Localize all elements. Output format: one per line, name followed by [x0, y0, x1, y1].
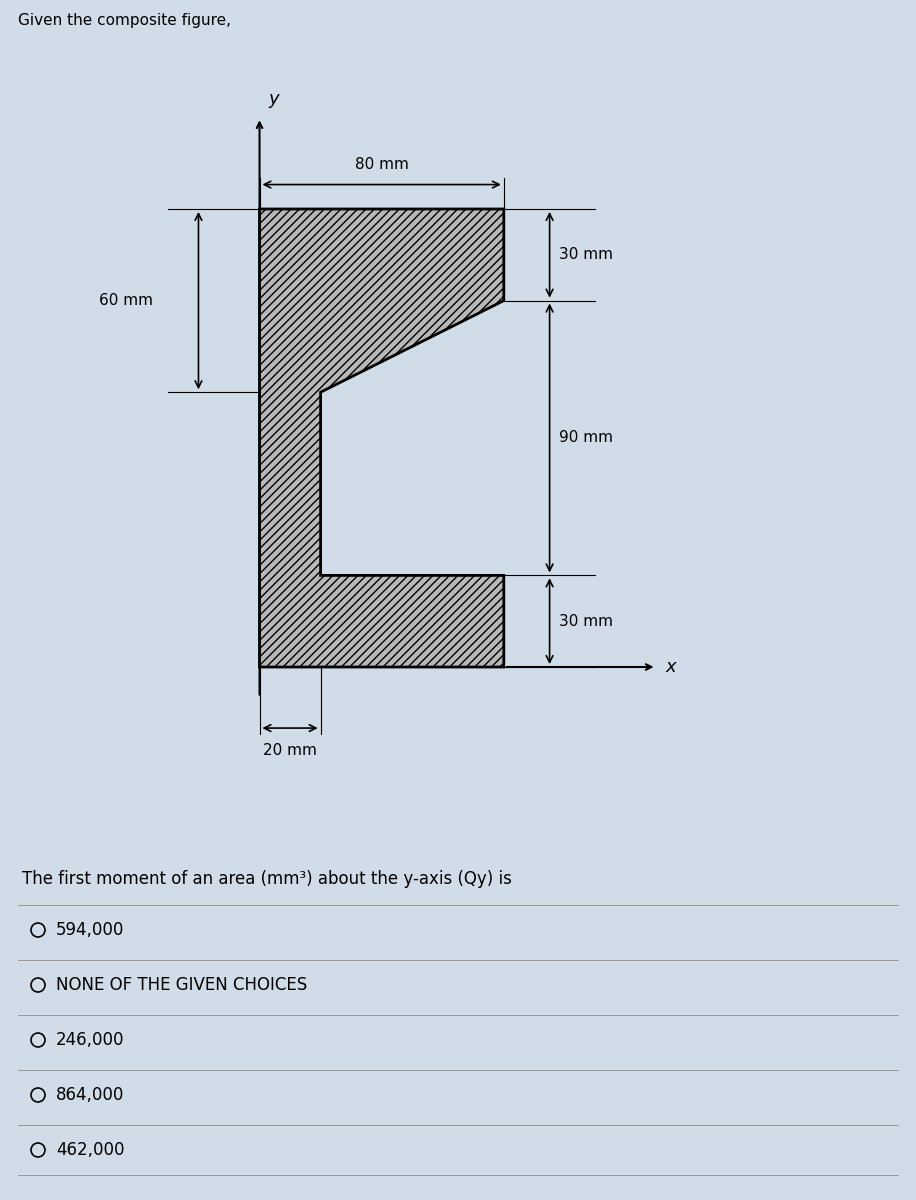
- Text: 90 mm: 90 mm: [559, 431, 613, 445]
- Text: Given the composite figure,: Given the composite figure,: [18, 13, 232, 29]
- Text: y: y: [268, 90, 279, 108]
- Text: 594,000: 594,000: [56, 922, 125, 938]
- Text: 462,000: 462,000: [56, 1141, 125, 1159]
- Text: 30 mm: 30 mm: [559, 247, 613, 263]
- Text: 30 mm: 30 mm: [559, 613, 613, 629]
- Text: x: x: [666, 658, 676, 676]
- Text: 60 mm: 60 mm: [99, 293, 153, 308]
- Text: The first moment of an area (mm³) about the y-axis (Qy) is: The first moment of an area (mm³) about …: [22, 870, 512, 888]
- Polygon shape: [259, 209, 504, 667]
- Text: 20 mm: 20 mm: [263, 743, 317, 758]
- Text: 864,000: 864,000: [56, 1086, 125, 1104]
- Text: 80 mm: 80 mm: [354, 157, 409, 173]
- Text: NONE OF THE GIVEN CHOICES: NONE OF THE GIVEN CHOICES: [56, 976, 307, 994]
- Text: 246,000: 246,000: [56, 1031, 125, 1049]
